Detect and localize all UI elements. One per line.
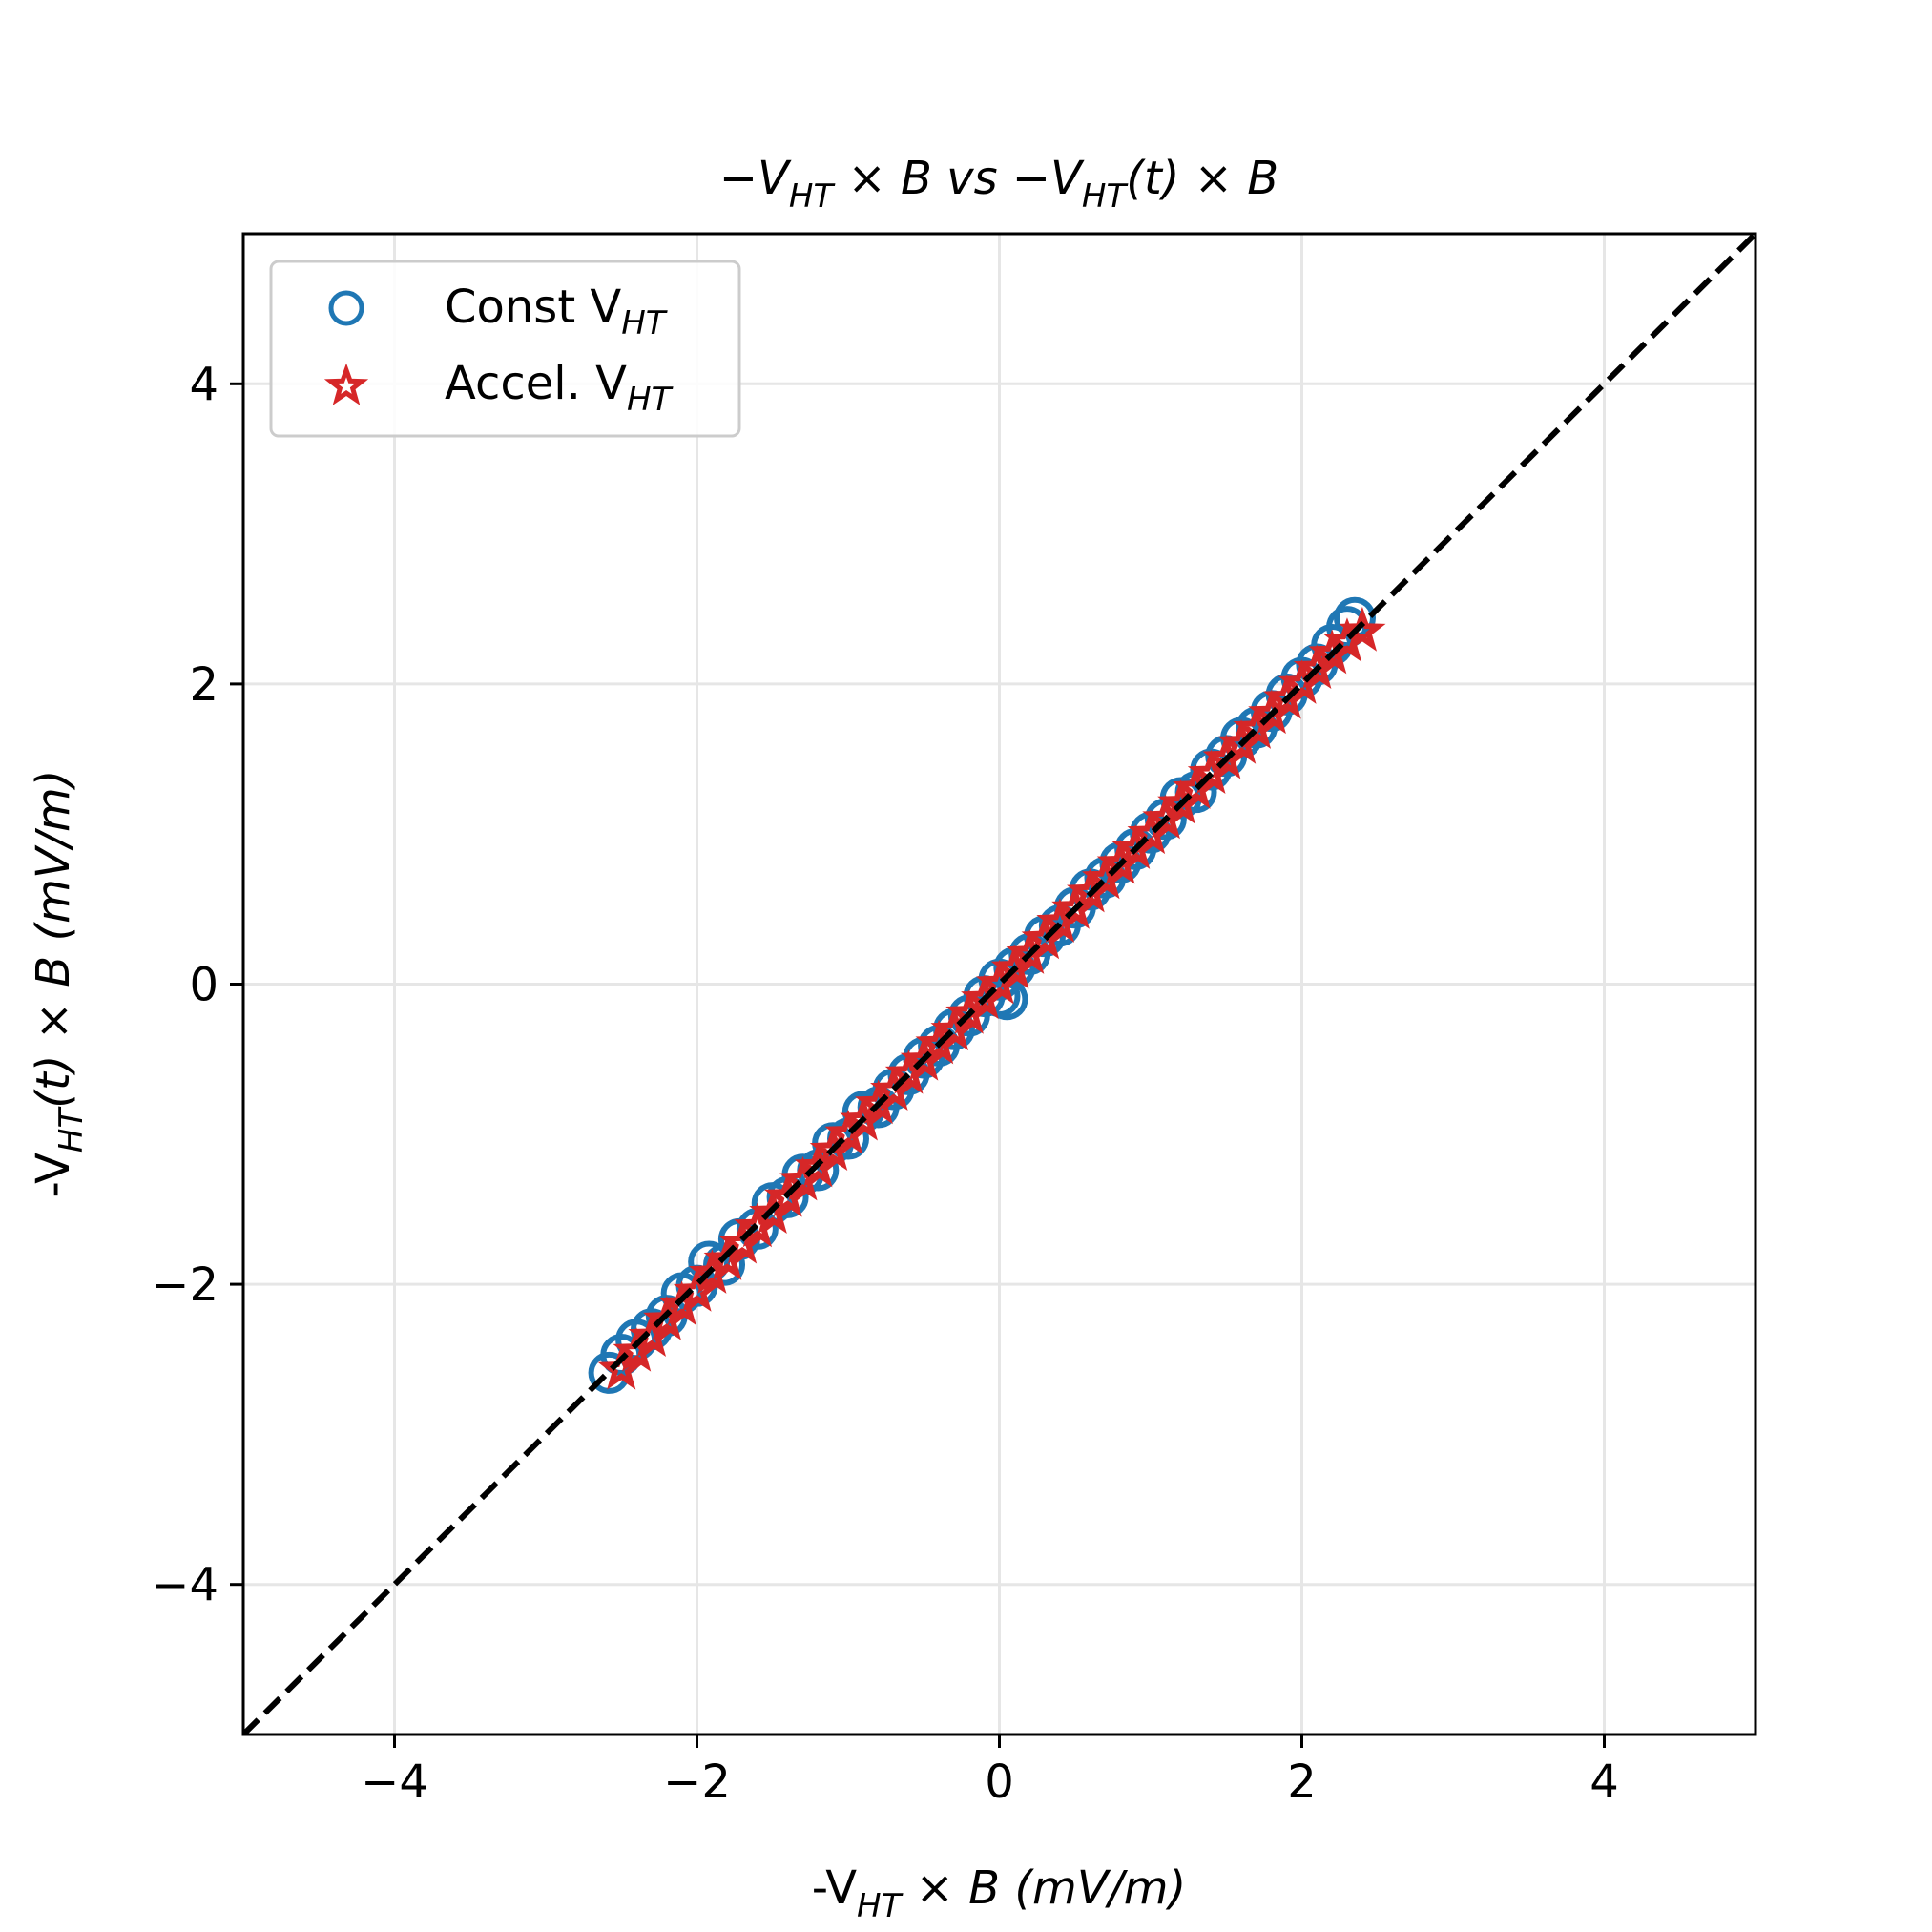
y-axis-label: -VHT(t) × B (mV/m) (27, 770, 91, 1198)
legend-label-accel-main: Accel. V (445, 357, 627, 410)
legend-label-const-sub: HT (621, 304, 668, 343)
data-point-accel (597, 1345, 645, 1390)
x-axis-label: -VHT × B (mV/m) (812, 1861, 1187, 1925)
data-point-accel (1323, 617, 1371, 662)
legend-box (269, 260, 741, 438)
y-tick-label: −2 (151, 1258, 218, 1312)
y-axis-ticks: −4 −2 0 2 4 (151, 358, 243, 1612)
x-axis-ticks: −4 −2 0 2 4 (361, 1735, 1619, 1809)
legend: Const VHT Accel. VHT (269, 260, 741, 438)
y-tick-label: 2 (189, 658, 218, 712)
legend-marker-circle (328, 290, 364, 326)
legend-label-const: Const VHT (445, 280, 668, 343)
x-tick-label: −2 (663, 1755, 731, 1809)
ylabel-part: (t) × B (27, 942, 80, 1109)
title-sub: HT (789, 177, 836, 216)
y-tick-label: 0 (189, 959, 218, 1012)
ylabel-sub: HT (52, 1107, 91, 1153)
x-tick-label: 0 (985, 1755, 1014, 1809)
xlabel-part: -V (812, 1861, 858, 1915)
title-part: × B vs −V (833, 152, 1085, 205)
xlabel-part: (mV/m) (1014, 1861, 1186, 1915)
ylabel-part: -V (27, 1153, 80, 1198)
series-accel-vht (597, 606, 1386, 1390)
title-part: (t) × B (1126, 152, 1278, 205)
xlabel-part: × B (901, 1861, 1014, 1915)
legend-label-accel-sub: HT (627, 381, 674, 419)
data-point-accel (673, 1267, 721, 1312)
y-tick-label: −4 (151, 1559, 218, 1612)
reference-line (243, 234, 1755, 1735)
y-tick-label: 4 (189, 358, 218, 411)
title-part: −V (719, 152, 792, 205)
x-tick-label: −4 (361, 1755, 428, 1809)
data-point-accel (1339, 606, 1386, 652)
legend-label-accel: Accel. VHT (445, 357, 674, 419)
title-sub: HT (1082, 177, 1129, 216)
chart-title: −VHT × B vs −VHT(t) × B (719, 152, 1278, 216)
x-tick-label: 4 (1589, 1755, 1619, 1809)
legend-marker-star (323, 363, 369, 405)
grid-lines (243, 234, 1755, 1735)
reference-line-overlay (243, 234, 1755, 1735)
ylabel-part: (mV/m) (27, 770, 80, 942)
legend-label-const-main: Const V (445, 280, 621, 334)
x-tick-label: 2 (1287, 1755, 1317, 1809)
xlabel-sub: HT (857, 1887, 904, 1925)
